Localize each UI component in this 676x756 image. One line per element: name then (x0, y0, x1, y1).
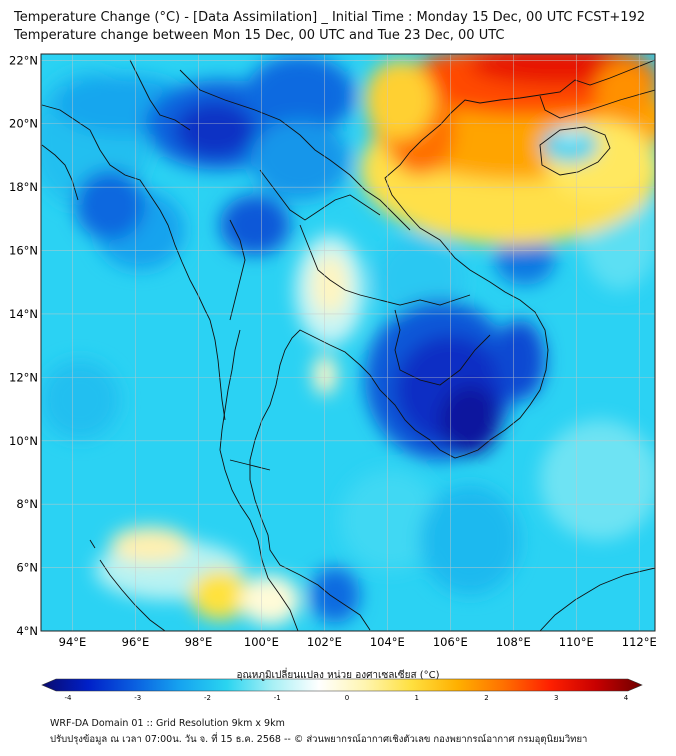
lon-label: 98°E (185, 635, 213, 649)
lat-label: 16°N (9, 244, 38, 258)
longitude-labels: 94°E 96°E 98°E 100°E 102°E 104°E 106°E 108°E 110… (59, 635, 657, 649)
colorbar-tick-label: 0 (345, 694, 349, 702)
coastlines-and-borders (41, 59, 655, 631)
colorbar-tick-label: -1 (274, 694, 281, 702)
lat-label: 4°N (16, 624, 38, 638)
lat-label: 10°N (9, 434, 38, 448)
lon-label: 112°E (622, 635, 657, 649)
lon-label: 106°E (433, 635, 468, 649)
lat-label: 20°N (9, 117, 38, 131)
lon-label: 108°E (496, 635, 531, 649)
lat-label: 6°N (16, 561, 38, 575)
colorbar-tick-label: 4 (624, 694, 629, 702)
lat-label: 18°N (9, 180, 38, 194)
colorbar-bar (41, 678, 643, 692)
lon-label: 96°E (122, 635, 150, 649)
footer-credit: ปรับปรุงข้อมูล ณ เวลา 07:00น. วัน จ. ที่… (50, 734, 588, 745)
colorbar-ticks: -4 -3 -2 -1 0 1 2 3 4 (65, 694, 629, 702)
lat-label: 22°N (9, 53, 38, 67)
footer-model-info: WRF-DA Domain 01 :: Grid Resolution 9km … (50, 718, 285, 729)
colorbar: -4 -3 -2 -1 0 1 2 3 4 (41, 678, 643, 702)
colorbar-tick-label: -2 (204, 694, 211, 702)
latitude-labels: 22°N 20°N 18°N 16°N 14°N 12°N 10°N 8°N 6°N 4°N (9, 53, 38, 638)
colorbar-tick-label: -3 (134, 694, 141, 702)
lon-label: 94°E (59, 635, 87, 649)
map-frame (40, 53, 656, 632)
colorbar-tick-label: 3 (554, 694, 558, 702)
lon-label: 102°E (307, 635, 342, 649)
lon-label: 104°E (370, 635, 405, 649)
lat-label: 12°N (9, 370, 38, 384)
temperature-field (41, 54, 655, 631)
colorbar-tick-label: 2 (484, 694, 488, 702)
colorbar-label: อุณหภูมิเปลี่ยนแปลง หน่วย องศาเซลเซียส (… (236, 670, 440, 681)
lat-label: 8°N (16, 497, 38, 511)
lon-label: 110°E (559, 635, 594, 649)
lat-label: 14°N (9, 307, 38, 321)
map-subtitle: Temperature change between Mon 15 Dec, 0… (14, 28, 505, 43)
lon-label: 100°E (244, 635, 279, 649)
colorbar-tick-label: -4 (65, 694, 73, 702)
colorbar-tick-label: 1 (415, 694, 419, 702)
map-title: Temperature Change (°C) - [Data Assimila… (14, 10, 646, 25)
